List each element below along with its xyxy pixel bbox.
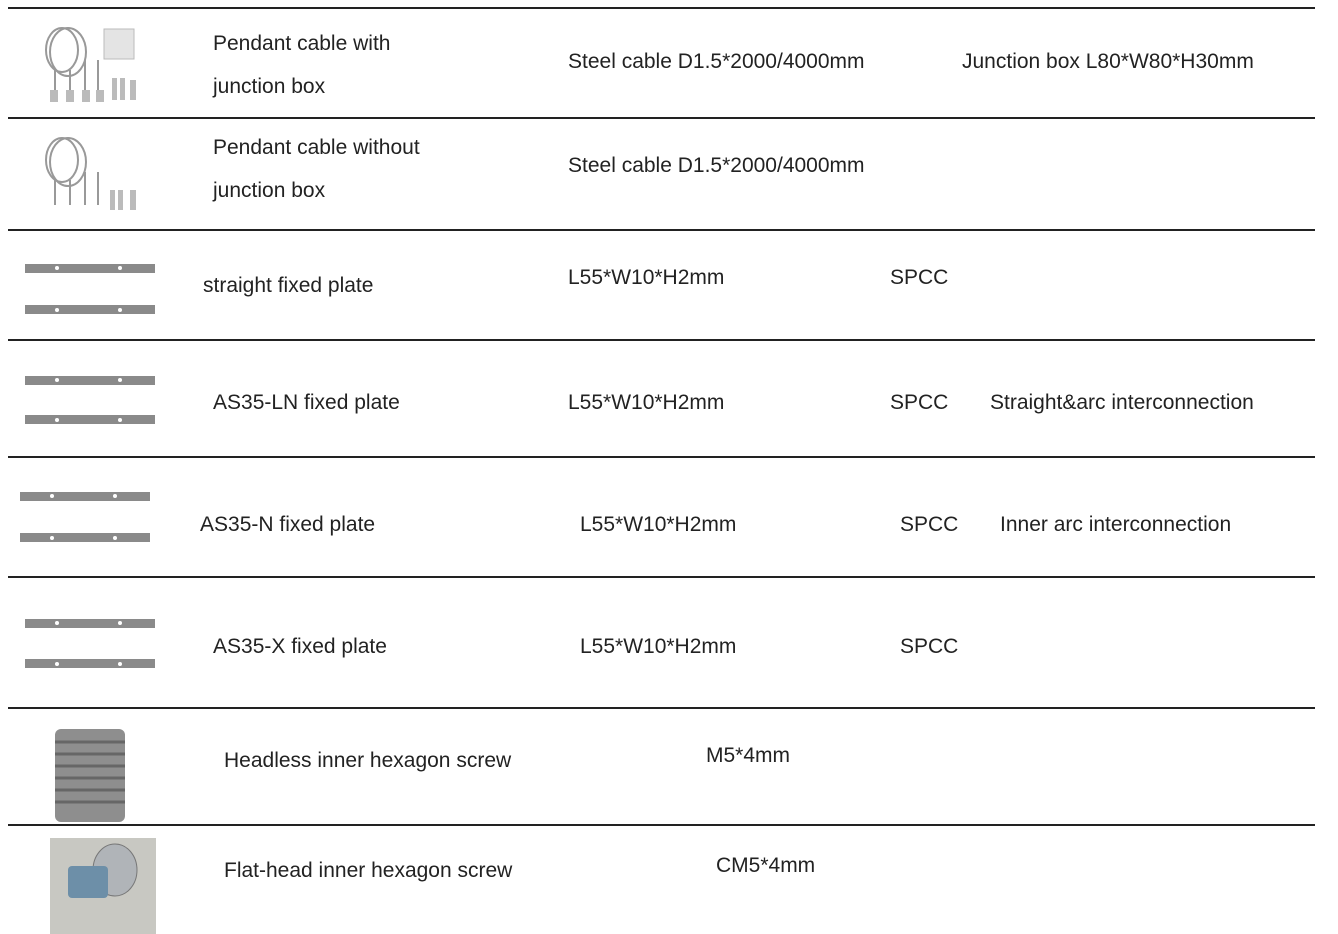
- item-name: junction box: [213, 75, 326, 98]
- item-name: straight fixed plate: [203, 274, 374, 297]
- fittings-image: [50, 78, 136, 102]
- row-divider: [8, 824, 1315, 826]
- row-divider: [8, 7, 1315, 9]
- item-spec: CM5*4mm: [716, 854, 816, 877]
- row-divider: [8, 229, 1315, 231]
- item-name: AS35-LN fixed plate: [213, 391, 400, 414]
- fittings-image: [110, 190, 136, 210]
- plate-image: [20, 264, 155, 668]
- item-name: Pendant cable with: [213, 32, 391, 55]
- item-spec: L55*W10*H2mm: [568, 266, 725, 289]
- item-material: SPCC: [890, 391, 949, 414]
- item-spec: Steel cable D1.5*2000/4000mm: [568, 154, 865, 177]
- item-spec: L55*W10*H2mm: [580, 635, 737, 658]
- cable-image: [45, 27, 99, 95]
- item-spec: L55*W10*H2mm: [580, 513, 737, 536]
- item-note: Inner arc interconnection: [1000, 513, 1232, 536]
- item-name: Headless inner hexagon screw: [224, 749, 512, 772]
- product-images: [20, 27, 156, 934]
- row-divider: [8, 117, 1315, 119]
- item-name: Flat-head inner hexagon screw: [224, 859, 513, 882]
- item-name: AS35-N fixed plate: [200, 513, 376, 536]
- item-spec: M5*4mm: [706, 744, 791, 767]
- item-spec: L55*W10*H2mm: [568, 391, 725, 414]
- row-divider: [8, 576, 1315, 578]
- item-material: SPCC: [900, 513, 959, 536]
- item-note: Junction box L80*W80*H30mm: [962, 50, 1254, 73]
- item-spec: Steel cable D1.5*2000/4000mm: [568, 50, 865, 73]
- item-name: junction box: [213, 179, 326, 202]
- row-divider: [8, 339, 1315, 341]
- item-name: AS35-X fixed plate: [213, 635, 387, 658]
- junction-box-image: [103, 28, 135, 60]
- item-material: SPCC: [890, 266, 949, 289]
- cable-image: [45, 137, 99, 205]
- item-material: SPCC: [900, 635, 959, 658]
- row-divider: [8, 707, 1315, 709]
- item-note: Straight&arc interconnection: [990, 391, 1254, 414]
- plate-holes: [50, 266, 122, 666]
- item-name: Pendant cable without: [213, 136, 420, 159]
- flat-head-screw-image: [50, 838, 156, 934]
- headless-screw-image: [55, 729, 125, 822]
- row-divider: [8, 456, 1315, 458]
